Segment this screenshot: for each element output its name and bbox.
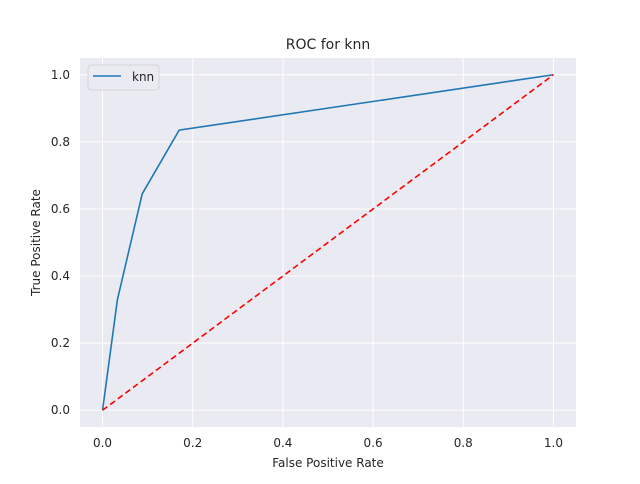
x-axis-label: False Positive Rate: [272, 456, 384, 470]
x-tick-label: 0.0: [93, 436, 112, 450]
y-tick-label: 0.0: [51, 403, 70, 417]
legend: knn: [87, 64, 160, 91]
x-tick-label: 1.0: [544, 436, 563, 450]
diagonal-reference-line: [102, 74, 554, 411]
series-line-knn: [101, 73, 554, 411]
legend-box: [87, 64, 160, 91]
y-tick-label: 1.0: [51, 68, 70, 82]
y-tick-label: 0.2: [51, 336, 70, 350]
y-axis-label: True Positive Rate: [29, 189, 43, 297]
series-layer: [101, 73, 554, 411]
grid-lines: [80, 58, 576, 427]
x-tick-label: 0.2: [183, 436, 202, 450]
x-tick-label: 0.6: [364, 436, 383, 450]
y-tick-label: 0.8: [51, 135, 70, 149]
x-tick-label: 0.4: [273, 436, 292, 450]
chart-title: ROC for knn: [286, 37, 371, 53]
tick-labels: 0.0 0.2 0.4 0.6 0.8 1.0 0.0 0.2 0.4 0.6 0.8 1.0: [51, 68, 563, 450]
y-tick-label: 0.4: [51, 269, 70, 283]
x-tick-label: 0.8: [454, 436, 473, 450]
legend-label-knn: knn: [132, 70, 154, 84]
y-tick-label: 0.6: [51, 202, 70, 216]
